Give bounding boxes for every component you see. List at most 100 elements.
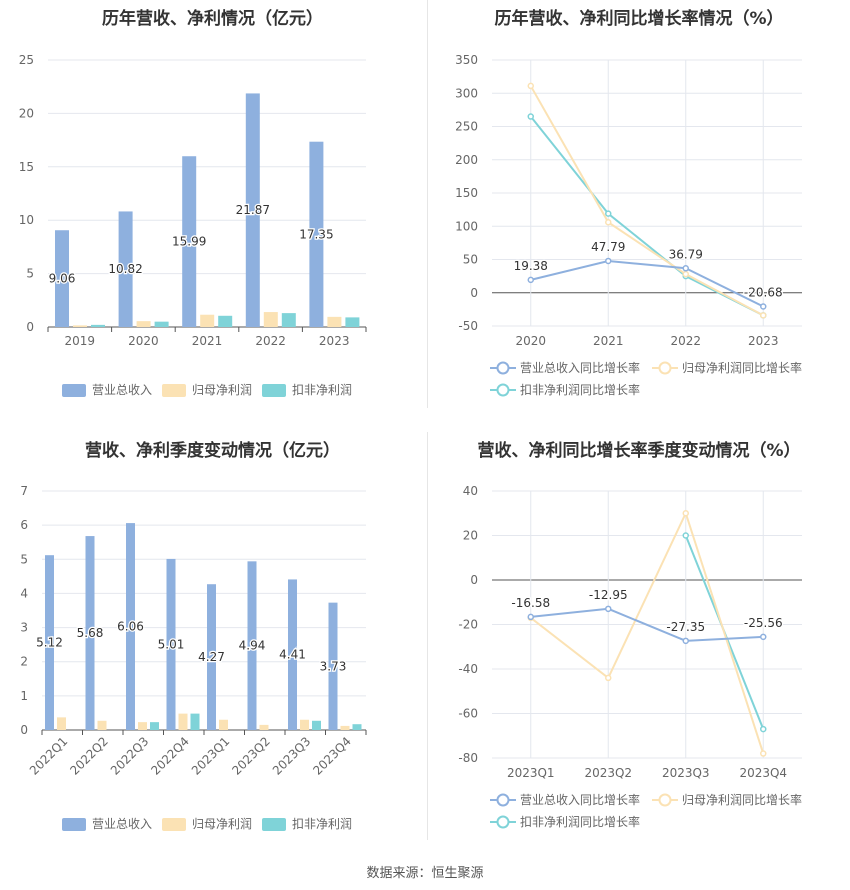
quarterly-growth-panel: 营收、净利同比增长率季度变动情况（%） -80 -60 -40 -20 0 20 40 202…	[428, 430, 850, 850]
data-point	[682, 510, 689, 517]
legend-label: 归母净利润同比增长率	[682, 360, 802, 375]
data-point	[760, 303, 767, 310]
legend-swatch-marker	[496, 383, 510, 397]
legend-swatch-marker	[496, 361, 510, 375]
bar-net-profit	[73, 325, 87, 327]
data-label: -25.56	[744, 616, 783, 630]
y-tick-label: 1	[20, 689, 28, 703]
data-point	[605, 257, 612, 265]
x-tick-label: 2023Q2	[584, 766, 632, 780]
y-tick-label: 3	[20, 621, 28, 635]
x-tick-label: 2023	[748, 334, 779, 348]
bar-net-profit	[263, 312, 278, 327]
legend-label: 营业总收入	[92, 817, 152, 831]
data-label: 36.79	[669, 247, 703, 261]
data-label: 5.12	[36, 636, 63, 650]
data-label: -16.58	[511, 596, 550, 610]
legend-swatch	[162, 384, 186, 397]
y-tick-label: 2	[20, 655, 28, 669]
y-tick-label: 5	[20, 552, 28, 566]
y-tick-label: -40	[458, 662, 478, 676]
annual-revenue-profit-chart: 0 5 10 15 20 25 2019 9.06 2020 10.82 2021 15.99 2022…	[19, 53, 367, 397]
bar-revenue	[182, 156, 197, 327]
legend-label: 扣非净利润	[292, 817, 352, 831]
bar-deducted-profit	[150, 722, 159, 730]
legend-label: 归母净利润	[192, 383, 252, 397]
y-tick-label: 0	[26, 320, 34, 334]
bar-revenue	[328, 602, 338, 730]
data-label: 15.99	[172, 235, 206, 249]
bar-net-profit	[97, 720, 107, 730]
annual-revenue-profit-panel: 历年营收、净利情况（亿元） 0 5 10 15 20 25 2019 9.06 2020 10.8…	[0, 0, 425, 415]
y-tick-label: 0	[470, 286, 478, 300]
annual-growth-panel: 历年营收、净利同比增长率情况（%） -50 0 50 100 150 200 250 300 3…	[428, 0, 850, 415]
x-tick-label: 2022Q1	[27, 734, 71, 778]
data-label: 10.82	[108, 262, 142, 276]
y-tick-label: 150	[455, 186, 478, 200]
quarterly-revenue-profit-panel: 营收、净利季度变动情况（亿元） 0 1 2 3 4 5 6 7 2022Q1 5.12 2022Q2…	[0, 430, 425, 850]
y-tick-label: 200	[455, 153, 478, 167]
y-tick-label: 25	[19, 53, 34, 67]
y-tick-label: 20	[19, 106, 34, 120]
y-tick-label: -20	[458, 618, 478, 632]
legend-swatch-marker	[496, 793, 510, 807]
data-label: 6.06	[117, 620, 144, 634]
chart-title: 历年营收、净利同比增长率情况（%）	[494, 9, 784, 29]
data-label: 4.94	[239, 639, 266, 653]
legend-swatch	[62, 384, 86, 397]
data-label: 19.38	[514, 259, 548, 273]
bar-revenue	[309, 141, 324, 327]
panel-divider-top	[427, 0, 428, 408]
x-tick-label: 2020	[128, 334, 159, 348]
data-label: 4.27	[198, 650, 225, 664]
data-label: 9.06	[49, 272, 76, 286]
x-tick-label: 2021	[593, 334, 624, 348]
y-tick-label: 350	[455, 53, 478, 67]
data-label: 3.73	[320, 659, 347, 673]
legend-swatch	[262, 384, 286, 397]
bar-deducted-profit	[154, 321, 169, 327]
data-point	[605, 210, 612, 217]
data-label: 5.01	[158, 637, 185, 651]
y-tick-label: 0	[20, 723, 28, 737]
quarterly-revenue-profit-chart: 0 1 2 3 4 5 6 7 2022Q1 5.12 2022Q2 5.68 2022Q3 6.06 20…	[20, 484, 367, 831]
y-tick-label: -80	[458, 751, 478, 765]
bar-net-profit	[200, 314, 215, 327]
y-tick-label: 250	[455, 120, 478, 134]
bar-revenue	[166, 558, 176, 730]
legend-label: 扣非净利润同比增长率	[520, 814, 640, 829]
x-tick-label: 2022	[670, 334, 701, 348]
bar-net-profit	[259, 724, 269, 730]
legend-swatch	[162, 818, 186, 831]
bar-revenue	[245, 93, 260, 327]
data-point	[760, 750, 767, 757]
data-point	[760, 725, 767, 733]
data-label: 17.35	[299, 227, 333, 241]
data-point	[605, 605, 612, 613]
y-tick-label: 0	[470, 573, 478, 587]
x-tick-label: 2023Q1	[189, 734, 233, 778]
data-label: 4.41	[279, 648, 306, 662]
x-tick-label: 2023Q3	[270, 734, 314, 778]
legend-label: 扣非净利润同比增长率	[520, 382, 640, 397]
y-tick-label: 4	[20, 586, 28, 600]
y-tick-label: 40	[463, 484, 478, 498]
chart-title: 营收、净利季度变动情况（亿元）	[85, 441, 340, 461]
bar-net-profit	[178, 713, 188, 730]
y-tick-label: 100	[455, 219, 478, 233]
series-line	[530, 510, 765, 754]
data-point	[760, 312, 767, 319]
legend-label: 归母净利润	[192, 817, 252, 831]
bar-deducted-profit	[352, 724, 362, 730]
bar-net-profit	[57, 717, 66, 730]
data-point	[682, 637, 689, 645]
bar-revenue	[118, 211, 133, 327]
bar-revenue	[45, 555, 54, 730]
data-point	[605, 219, 612, 226]
legend-swatch-marker	[658, 793, 672, 807]
annual-growth-chart: -50 0 50 100 150 200 250 300 350 2020 2021 2022 2023…	[455, 53, 802, 397]
bar-deducted-profit	[281, 313, 296, 327]
bar-revenue	[85, 536, 95, 730]
bar-net-profit	[300, 719, 309, 730]
series-line	[529, 85, 764, 317]
